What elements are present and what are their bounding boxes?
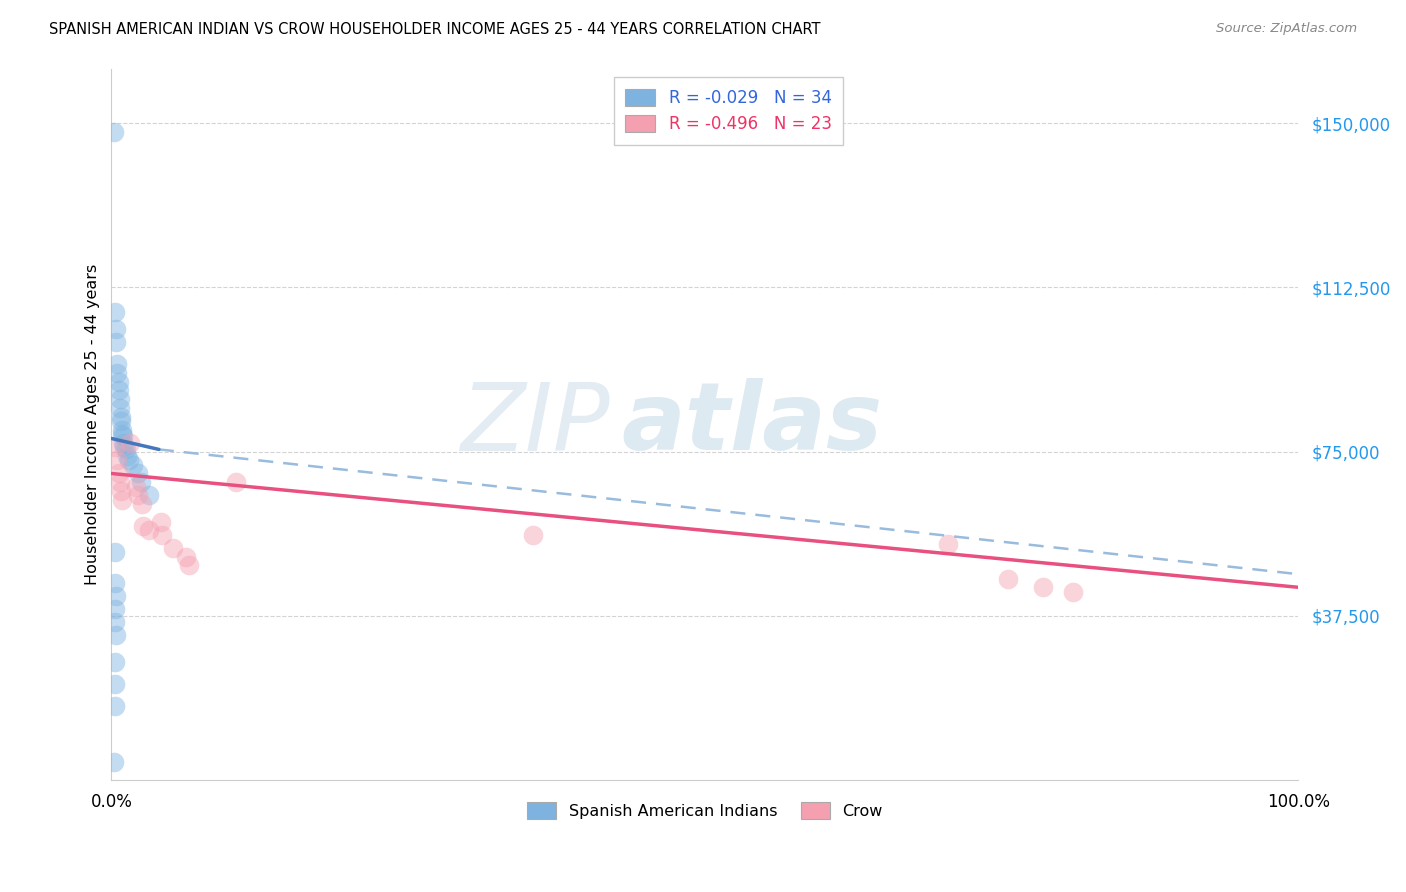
- Text: ZIP: ZIP: [460, 379, 610, 470]
- Point: [110, 414, 132, 428]
- Point: [104, 615, 127, 630]
- Point: [104, 576, 127, 591]
- Point: [152, 528, 174, 542]
- Point: [110, 483, 132, 498]
- Point: [105, 589, 128, 603]
- Point: [132, 519, 155, 533]
- Point: [118, 453, 141, 467]
- Point: [1062, 584, 1084, 599]
- Point: [114, 442, 136, 457]
- Point: [997, 572, 1019, 586]
- Point: [121, 458, 143, 472]
- Text: SPANISH AMERICAN INDIAN VS CROW HOUSEHOLDER INCOME AGES 25 - 44 YEARS CORRELATIO: SPANISH AMERICAN INDIAN VS CROW HOUSEHOL…: [49, 22, 821, 37]
- Point: [107, 375, 129, 389]
- Text: Source: ZipAtlas.com: Source: ZipAtlas.com: [1216, 22, 1357, 36]
- Point: [138, 524, 160, 538]
- Point: [110, 409, 132, 424]
- Point: [112, 435, 135, 450]
- Point: [162, 541, 184, 555]
- Legend: Spanish American Indians, Crow: Spanish American Indians, Crow: [520, 796, 889, 825]
- Point: [105, 628, 128, 642]
- Point: [108, 401, 131, 415]
- Point: [104, 304, 127, 318]
- Point: [107, 384, 129, 398]
- Point: [111, 423, 134, 437]
- Point: [129, 475, 152, 490]
- Point: [105, 335, 128, 350]
- Point: [115, 449, 138, 463]
- Point: [225, 475, 247, 490]
- Point: [112, 429, 135, 443]
- Point: [108, 392, 131, 406]
- Point: [177, 558, 200, 573]
- Point: [104, 545, 127, 559]
- Point: [120, 435, 142, 450]
- Point: [107, 467, 129, 481]
- Point: [103, 756, 125, 770]
- Point: [111, 492, 134, 507]
- Point: [105, 453, 128, 467]
- Text: atlas: atlas: [621, 378, 883, 470]
- Point: [103, 125, 125, 139]
- Point: [114, 440, 136, 454]
- Point: [104, 440, 127, 454]
- Point: [522, 528, 544, 542]
- Point: [108, 475, 131, 490]
- Point: [138, 488, 160, 502]
- Point: [105, 366, 128, 380]
- Y-axis label: Householder Income Ages 25 - 44 years: Householder Income Ages 25 - 44 years: [86, 264, 100, 585]
- Point: [104, 676, 127, 690]
- Point: [104, 602, 127, 616]
- Point: [105, 357, 128, 371]
- Point: [104, 698, 127, 713]
- Point: [104, 655, 127, 669]
- Point: [174, 549, 197, 564]
- Point: [936, 536, 959, 550]
- Point: [105, 322, 128, 336]
- Point: [111, 427, 134, 442]
- Point: [131, 497, 153, 511]
- Point: [127, 467, 149, 481]
- Point: [125, 480, 148, 494]
- Point: [127, 488, 149, 502]
- Point: [150, 515, 173, 529]
- Point: [1032, 580, 1054, 594]
